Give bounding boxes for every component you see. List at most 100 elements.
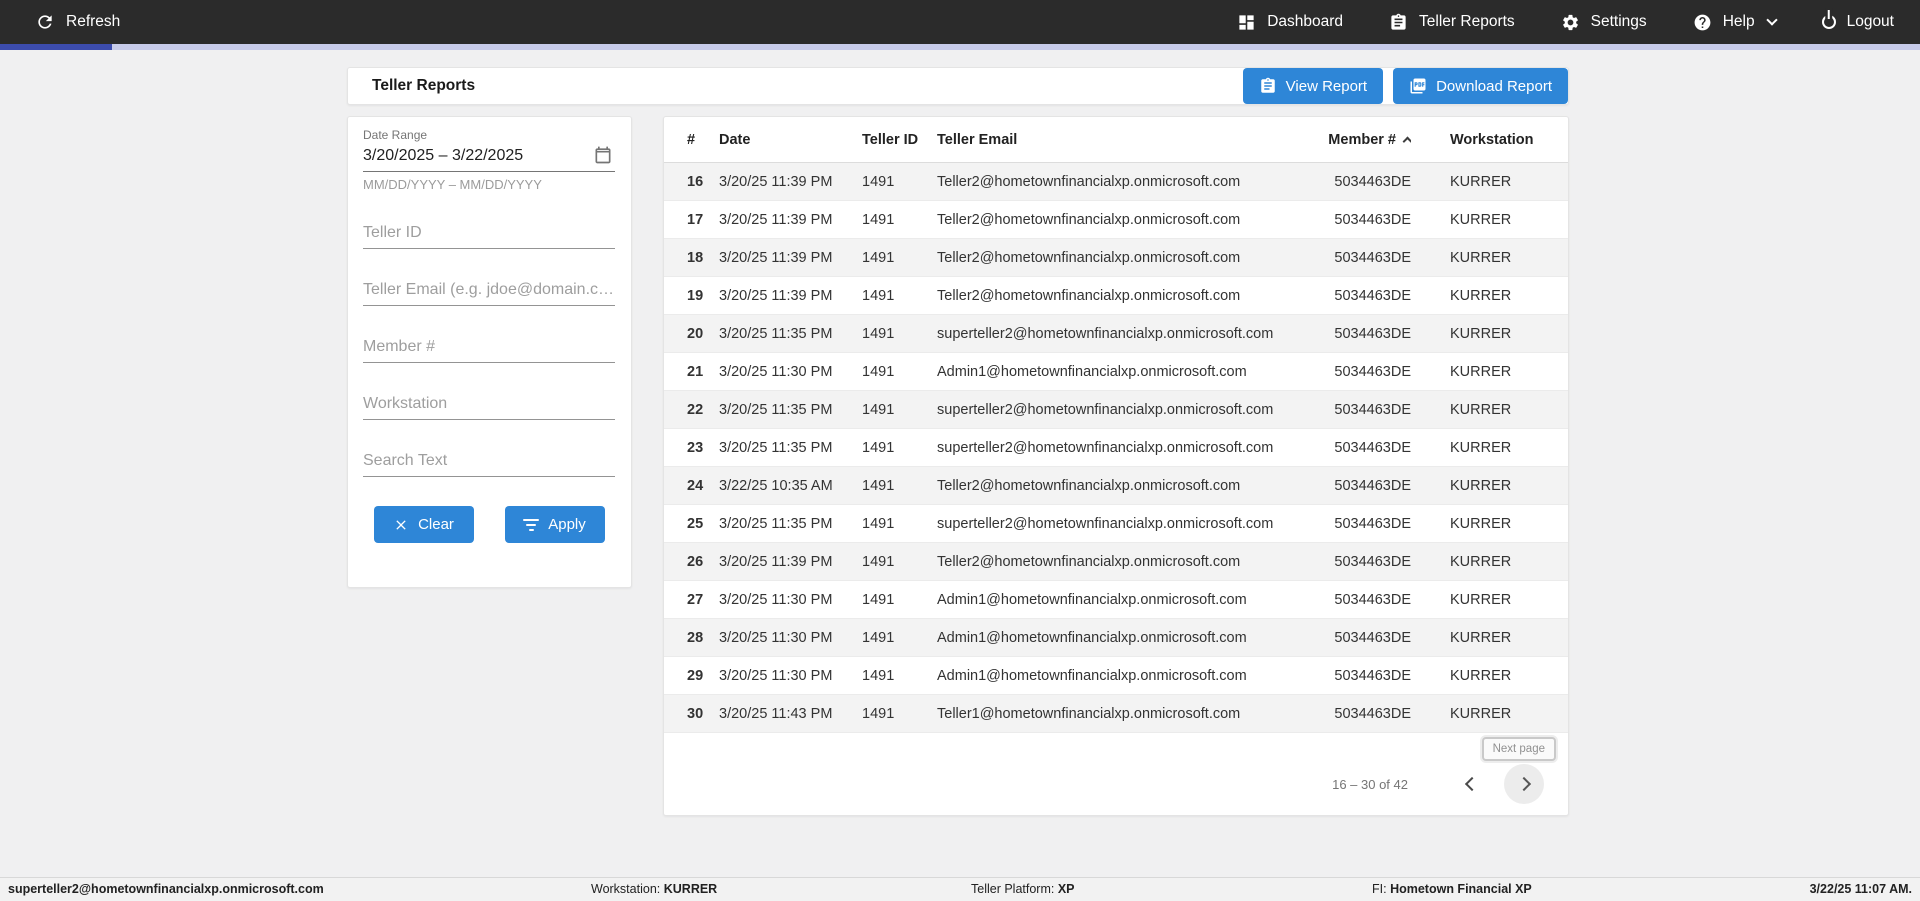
row-teller-email: Teller2@hometownfinancialxp.onmicrosoft.… [937, 249, 1241, 266]
status-bar: superteller2@hometownfinancialxp.onmicro… [0, 877, 1920, 901]
row-teller-email: Teller2@hometownfinancialxp.onmicrosoft.… [937, 477, 1241, 494]
table-row[interactable]: 29 3/20/25 11:30 PM 1491 Admin1@hometownfin… [664, 657, 1568, 695]
table-row[interactable]: 23 3/20/25 11:35 PM 1491 superteller2@homet… [664, 429, 1568, 467]
row-date: 3/20/25 11:39 PM [719, 211, 833, 228]
row-number: 16 [687, 173, 704, 190]
row-member: 5034463DE [1334, 591, 1411, 608]
column-header-teller-id[interactable]: Teller ID [862, 131, 919, 148]
table-row[interactable]: 25 3/20/25 11:35 PM 1491 superteller2@homet… [664, 505, 1568, 543]
row-number: 29 [687, 667, 704, 684]
calendar-icon[interactable] [591, 145, 615, 168]
row-number: 18 [687, 249, 704, 266]
row-date: 3/20/25 11:35 PM [719, 325, 833, 342]
table-row[interactable]: 20 3/20/25 11:35 PM 1491 superteller2@homet… [664, 315, 1568, 353]
nav-item-teller-reports[interactable]: Teller Reports [1389, 13, 1515, 32]
clipboard-icon [1389, 13, 1408, 32]
table-row[interactable]: 17 3/20/25 11:39 PM 1491 Teller2@hometownfi… [664, 201, 1568, 239]
chevron-left-icon [1464, 776, 1480, 792]
status-teller-platform: Teller Platform: XP [971, 878, 1075, 900]
row-workstation: KURRER [1450, 249, 1512, 266]
row-member: 5034463DE [1334, 477, 1411, 494]
column-header-member[interactable]: Member # [1317, 132, 1411, 148]
table-row[interactable]: 21 3/20/25 11:30 PM 1491 Admin1@hometownfin… [664, 353, 1568, 391]
row-number: 22 [687, 401, 704, 418]
table-row[interactable]: 26 3/20/25 11:39 PM 1491 Teller2@hometownfi… [664, 543, 1568, 581]
nav-item-label: Help [1722, 13, 1755, 30]
column-header-teller-email[interactable]: Teller Email [937, 131, 1018, 148]
row-teller-email: Teller2@hometownfinancialxp.onmicrosoft.… [937, 287, 1241, 304]
filter-icon [523, 516, 540, 534]
table-row[interactable]: 30 3/20/25 11:43 PM 1491 Teller1@hometownfi… [664, 695, 1568, 733]
row-member: 5034463DE [1334, 173, 1411, 190]
row-member: 5034463DE [1334, 211, 1411, 228]
table-header-row: # Date Teller ID Teller Email Member # W… [664, 117, 1568, 163]
row-teller-id: 1491 [862, 173, 895, 190]
table-row[interactable]: 19 3/20/25 11:39 PM 1491 Teller2@hometownfi… [664, 277, 1568, 315]
workstation-input[interactable] [363, 390, 615, 420]
pagination-zone: Next page 16 – 30 of 42 [664, 731, 1568, 815]
nav-item-settings[interactable]: Settings [1561, 13, 1647, 32]
refresh-label: Refresh [66, 13, 121, 30]
row-member: 5034463DE [1334, 249, 1411, 266]
status-workstation: Workstation: KURRER [591, 878, 717, 900]
status-fi-label: FI: [1372, 882, 1387, 896]
table-row[interactable]: 18 3/20/25 11:39 PM 1491 Teller2@hometownfi… [664, 239, 1568, 277]
date-range-label: Date Range [363, 128, 428, 142]
row-teller-id: 1491 [862, 325, 895, 342]
previous-page-button[interactable] [1452, 764, 1492, 804]
row-teller-id: 1491 [862, 211, 895, 228]
row-teller-id: 1491 [862, 477, 895, 494]
teller-email-input[interactable] [363, 276, 615, 306]
row-date: 3/20/25 11:30 PM [719, 363, 833, 380]
table-row[interactable]: 27 3/20/25 11:30 PM 1491 Admin1@hometownfin… [664, 581, 1568, 619]
report-table: # Date Teller ID Teller Email Member # W… [663, 116, 1569, 816]
row-date: 3/22/25 10:35 AM [719, 477, 833, 494]
row-member: 5034463DE [1334, 325, 1411, 342]
table-row[interactable]: 28 3/20/25 11:30 PM 1491 Admin1@hometownfin… [664, 619, 1568, 657]
row-date: 3/20/25 11:39 PM [719, 249, 833, 266]
progress-bar-value [0, 44, 112, 50]
row-date: 3/20/25 11:30 PM [719, 629, 833, 646]
row-workstation: KURRER [1450, 591, 1512, 608]
row-teller-email: superteller2@hometownfinancialxp.onmicro… [937, 515, 1274, 532]
download-report-button[interactable]: Download Report [1393, 68, 1568, 104]
filter-panel: Date Range MM/DD/YYYY – MM/DD/YYYY [347, 116, 632, 588]
row-teller-id: 1491 [862, 363, 895, 380]
next-page-button[interactable] [1504, 764, 1544, 804]
column-header-number[interactable]: # [687, 131, 696, 148]
column-header-workstation[interactable]: Workstation [1450, 131, 1534, 148]
view-report-button[interactable]: View Report [1242, 68, 1384, 104]
search-text-input[interactable] [363, 447, 615, 477]
teller-id-input[interactable] [363, 219, 615, 249]
row-workstation: KURRER [1450, 363, 1512, 380]
row-number: 30 [687, 705, 704, 722]
apply-button[interactable]: Apply [504, 506, 605, 543]
status-workstation-value: KURRER [663, 882, 718, 896]
row-teller-id: 1491 [862, 515, 895, 532]
table-row[interactable]: 24 3/22/25 10:35 AM 1491 Teller2@hometownfi… [664, 467, 1568, 505]
table-row[interactable]: 16 3/20/25 11:39 PM 1491 Teller2@hometownfi… [664, 163, 1568, 201]
nav-item-dashboard[interactable]: Dashboard [1237, 13, 1343, 32]
gear-icon [1561, 13, 1580, 32]
nav-item-help[interactable]: Help [1693, 13, 1778, 32]
row-teller-id: 1491 [862, 439, 895, 456]
date-range-input[interactable] [363, 142, 591, 171]
chevron-down-icon [1765, 14, 1778, 26]
row-number: 19 [687, 287, 704, 304]
row-workstation: KURRER [1450, 325, 1512, 342]
help-icon [1693, 13, 1712, 32]
refresh-button[interactable]: Refresh [0, 12, 120, 32]
nav-item-logout[interactable]: Logout [1821, 13, 1894, 31]
pdf-icon [1409, 77, 1427, 95]
row-date: 3/20/25 11:43 PM [719, 705, 833, 722]
column-header-member-label: Member # [1328, 131, 1396, 148]
row-teller-id: 1491 [862, 287, 895, 304]
member-number-input[interactable] [363, 333, 615, 363]
table-row[interactable]: 22 3/20/25 11:35 PM 1491 superteller2@homet… [664, 391, 1568, 429]
clear-button[interactable]: Clear [373, 506, 474, 543]
chevron-right-icon [1516, 776, 1532, 792]
row-teller-id: 1491 [862, 591, 895, 608]
status-platform-label: Teller Platform: [971, 882, 1055, 896]
column-header-date[interactable]: Date [719, 131, 751, 148]
table-body: 16 3/20/25 11:39 PM 1491 Teller2@hometownfi… [664, 163, 1568, 733]
